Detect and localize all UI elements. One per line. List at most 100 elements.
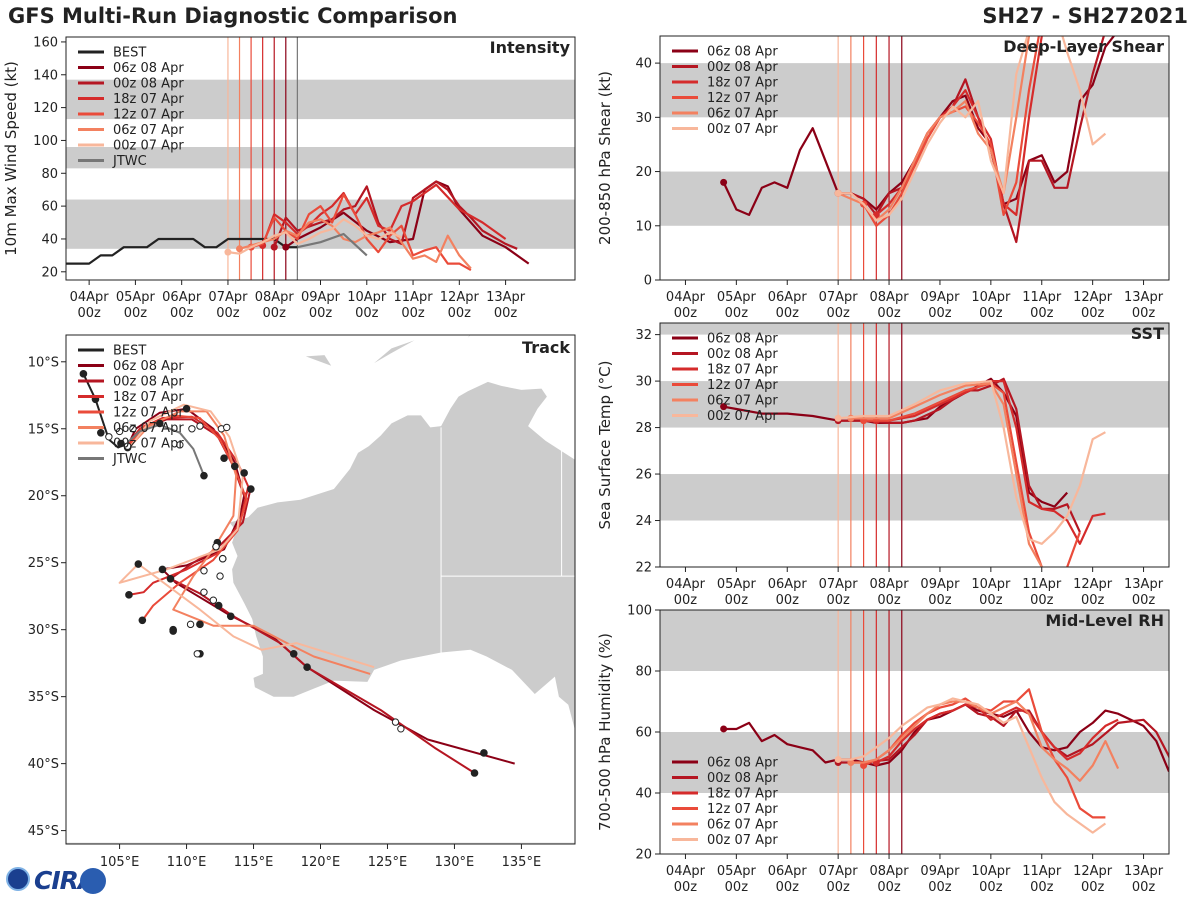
rh-ytick-label: 80 — [635, 665, 652, 680]
track-ytick-label: 10°S — [28, 355, 59, 370]
track-point-hollow — [200, 588, 208, 596]
sst-plot-area — [660, 323, 1169, 567]
track-ytick-label: 45°S — [28, 824, 59, 839]
shear-xtick-label: 05Apr — [717, 290, 757, 305]
track-point — [169, 627, 177, 635]
track-map-area — [66, 335, 575, 844]
sst-ytick-label: 24 — [635, 514, 652, 529]
intensity-series-best — [66, 237, 298, 265]
sst-ytick-label: 28 — [635, 421, 652, 436]
intensity-xtick-label: 00z — [263, 306, 287, 321]
rh-xtick-label: 09Apr — [920, 864, 960, 879]
rh-legend-label-12z-07-apr: 12z 07 Apr — [707, 802, 778, 817]
intensity-init-point-00z-08-apr — [270, 243, 278, 251]
sst-xtick-label: 00z — [674, 593, 698, 608]
sst-ytick-label: 30 — [635, 375, 652, 390]
track-panel: 105°E 110°E 115°E 120°E 125°E 130°E 135°E 10°S 1… — [28, 334, 576, 870]
track-legend-label-06z-07-apr: 06z 07 Apr — [113, 421, 184, 436]
track-point — [289, 649, 298, 658]
sst-legend-label-00z-08-apr: 00z 08 Apr — [707, 347, 778, 362]
rh-ytick-label: 100 — [627, 604, 652, 619]
track-point — [220, 454, 228, 463]
intensity-legend-label-12z-07-apr: 12z 07 Apr — [113, 108, 184, 123]
sst-xtick-label: 13Apr — [1124, 577, 1164, 592]
sst-panel: 22242628303204Apr00z05Apr00z06Apr00z07Ap… — [596, 322, 1170, 608]
shear-xtick-label: 00z — [877, 306, 901, 321]
shear-init-point-00z-07-apr — [834, 189, 842, 197]
rh-xtick-label: 00z — [1081, 880, 1105, 895]
rh-xtick-label: 05Apr — [717, 864, 757, 879]
track-series-jtwc — [126, 423, 205, 476]
rh-legend-label-06z-08-apr: 06z 08 Apr — [707, 756, 778, 771]
track-point — [480, 749, 488, 757]
sst-xtick-label: 00z — [877, 593, 901, 608]
track-point — [196, 620, 204, 629]
shear-xtick-label: 00z — [1132, 306, 1156, 321]
intensity-xtick-label: 12Apr — [440, 290, 480, 305]
shear-xtick-label: 00z — [1030, 306, 1054, 321]
intensity-init-point-06z-08-apr — [282, 243, 290, 251]
page-title: GFS Multi-Run Diagnostic Comparison — [8, 4, 458, 28]
intensity-xtick-label: 05Apr — [116, 290, 156, 305]
intensity-shaded-band — [66, 79, 575, 120]
shear-xtick-label: 04Apr — [666, 290, 706, 305]
rh-series-06z-08-apr — [723, 703, 1169, 773]
shear-legend-label-00z-07-apr: 00z 07 Apr — [707, 122, 778, 137]
land-island-timor — [374, 340, 415, 364]
sst-legend-label-18z-07-apr: 18z 07 Apr — [707, 363, 778, 378]
sst-xtick-label: 09Apr — [920, 577, 960, 592]
intensity-xtick-label: 00z — [355, 306, 379, 321]
rh-ytick-label: 60 — [635, 726, 652, 741]
shear-ytick-label: 20 — [635, 165, 652, 180]
track-point — [79, 370, 88, 378]
sst-xtick-label: 10Apr — [971, 577, 1011, 592]
sst-ytick-label: 22 — [635, 561, 652, 576]
track-ytick-label: 25°S — [28, 556, 59, 571]
track-point — [240, 469, 248, 477]
sst-legend-label-06z-07-apr: 06z 07 Apr — [707, 394, 778, 409]
track-xtick-label: 115°E — [234, 855, 274, 870]
intensity-legend-label-jtwc: JTWC — [112, 154, 147, 169]
track-xtick-label: 130°E — [435, 855, 475, 870]
shear-legend-label-12z-07-apr: 12z 07 Apr — [707, 91, 778, 106]
sst-legend-label-00z-07-apr: 00z 07 Apr — [707, 409, 778, 424]
rh-xtick-label: 00z — [674, 880, 698, 895]
rh-xtick-label: 00z — [1132, 880, 1156, 895]
shear-plot-area — [660, 36, 1169, 280]
track-series-00z-07-apr — [118, 403, 375, 669]
sst-xtick-label: 00z — [826, 593, 850, 608]
shear-title: Deep-Layer Shear — [1003, 37, 1164, 56]
track-point-hollow — [212, 542, 220, 551]
track-xtick-label: 125°E — [368, 855, 408, 870]
sst-series-00z-08-apr — [838, 377, 1081, 533]
shear-ytick-label: 10 — [635, 219, 652, 234]
intensity-ytick-label: 80 — [41, 167, 58, 182]
rh-xtick-label: 11Apr — [1022, 864, 1062, 879]
track-ytick-label: 15°S — [28, 422, 59, 437]
shear-series-00z-08-apr — [838, 36, 1105, 244]
track-ytick-label: 40°S — [28, 757, 59, 772]
intensity-plot-area — [66, 37, 575, 280]
track-point-hollow — [123, 442, 132, 450]
sst-xtick-label: 00z — [979, 593, 1003, 608]
track-point — [138, 616, 147, 625]
intensity-xtick-label: 00z — [309, 306, 333, 321]
sst-xtick-label: 00z — [725, 593, 749, 608]
track-point-hollow — [105, 433, 113, 441]
intensity-xtick-label: 00z — [77, 306, 101, 321]
shear-legend-label-06z-08-apr: 06z 08 Apr — [707, 45, 778, 60]
track-point-hollow — [216, 572, 224, 580]
intensity-xtick-label: 11Apr — [394, 290, 434, 305]
shear-xtick-label: 00z — [674, 306, 698, 321]
intensity-xtick-label: 00z — [216, 306, 240, 321]
intensity-ytick-label: 40 — [41, 232, 58, 247]
intensity-xtick-label: 06Apr — [162, 290, 202, 305]
sst-xtick-label: 00z — [1081, 593, 1105, 608]
track-point-hollow — [397, 725, 405, 733]
intensity-legend-label-00z-08-apr: 00z 08 Apr — [113, 77, 184, 92]
intensity-xtick-label: 00z — [124, 306, 148, 321]
